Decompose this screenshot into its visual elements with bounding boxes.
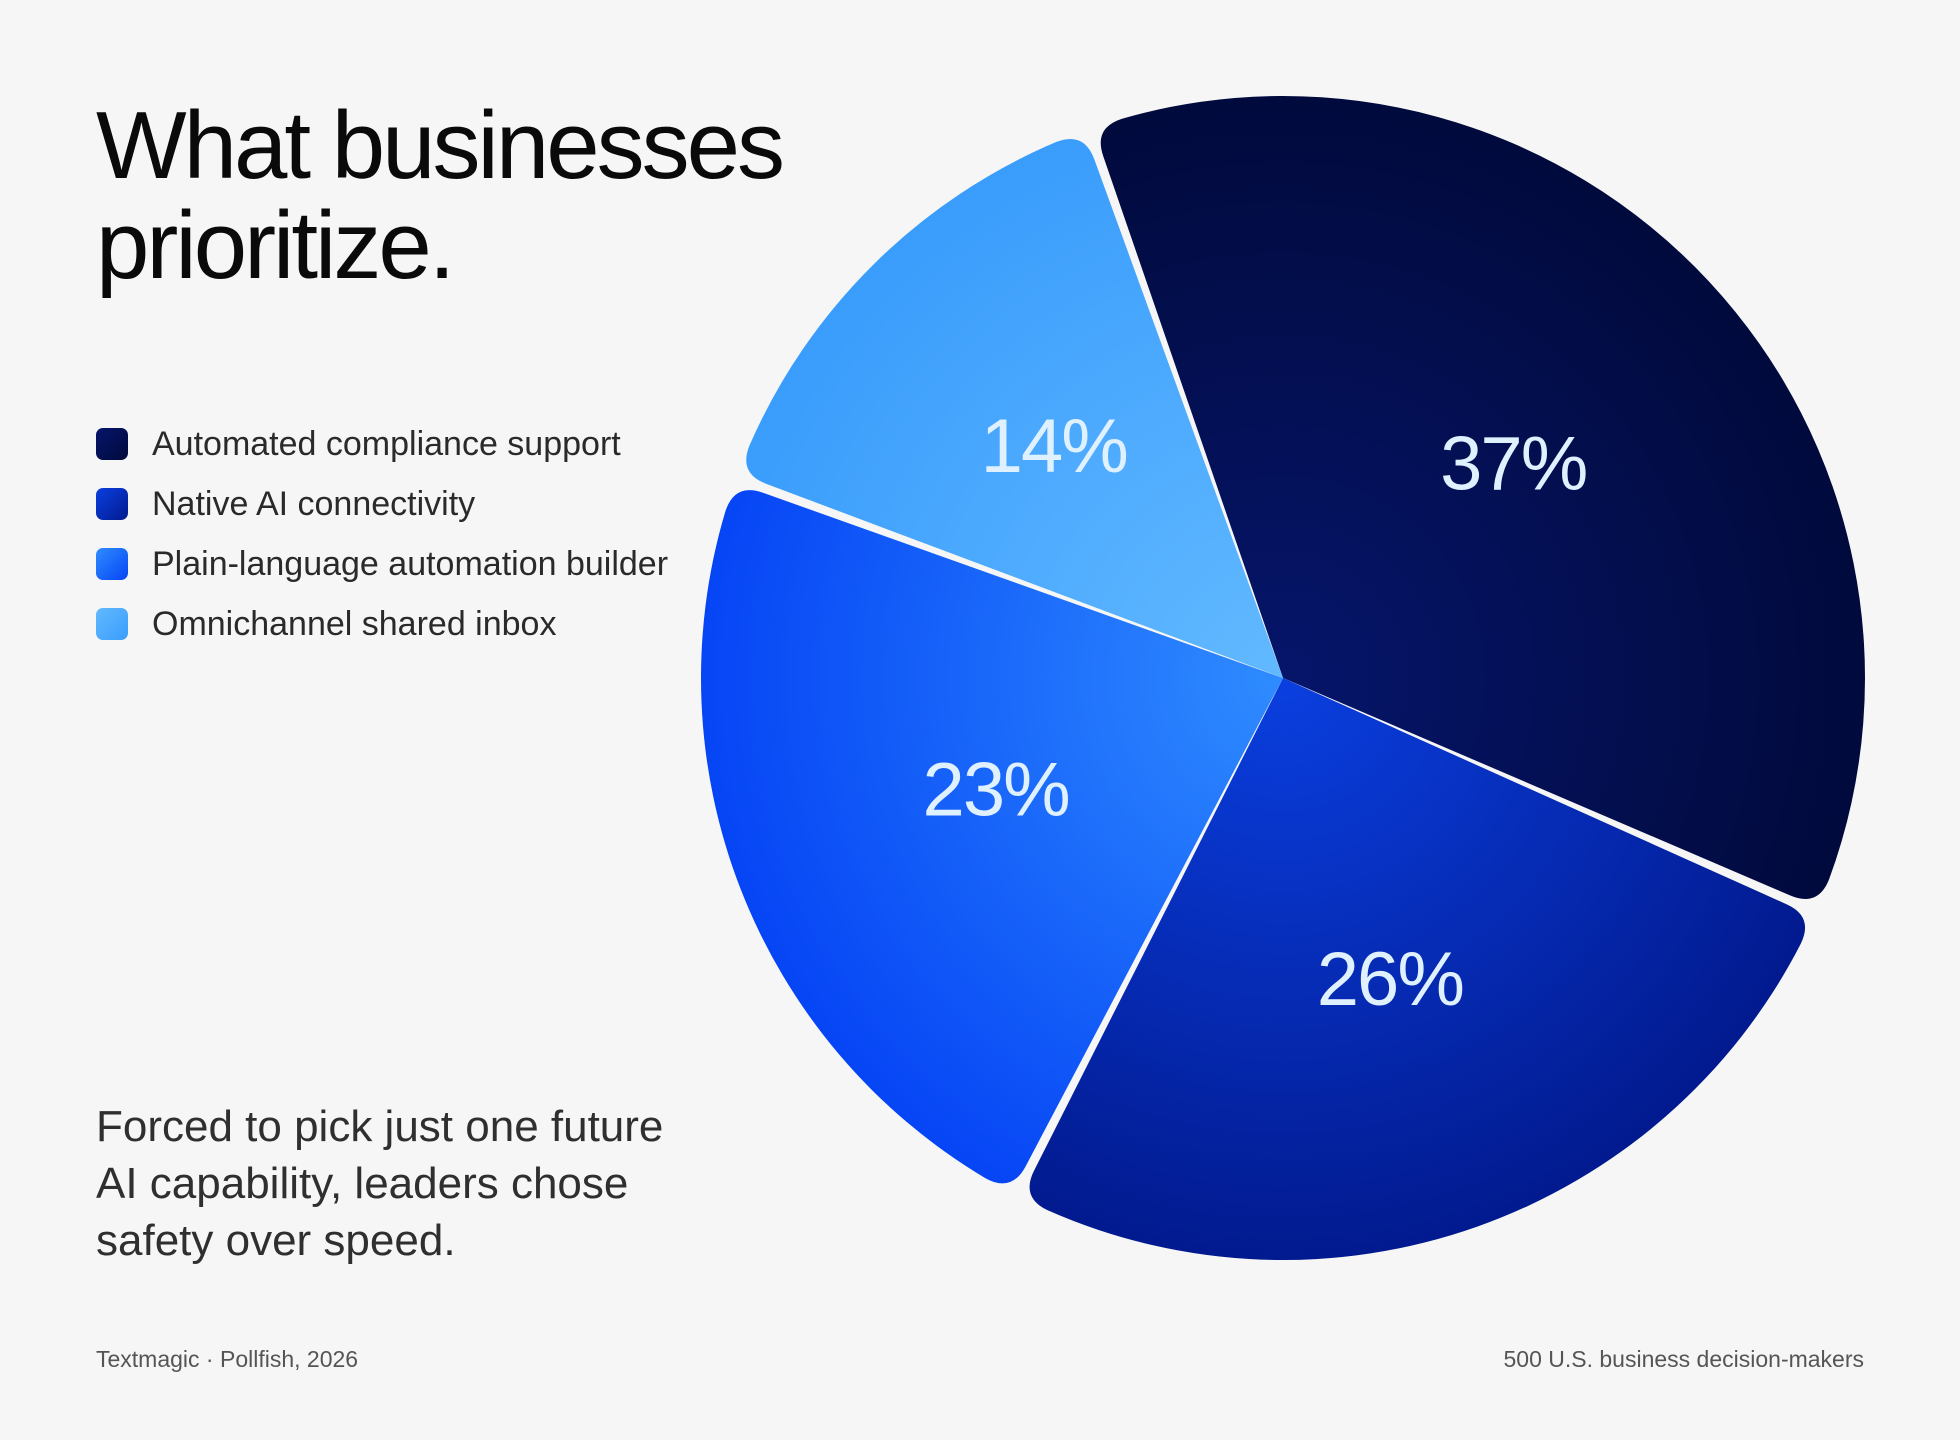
- pie-slice-plain-language-automation-builder: [700, 490, 1283, 1184]
- legend: Automated compliance support Native AI c…: [96, 414, 668, 654]
- caption: Forced to pick just one future AI capabi…: [96, 1098, 736, 1269]
- legend-item-automated-compliance-support: Automated compliance support: [96, 414, 668, 474]
- source-note: Textmagic · Pollfish, 2026: [96, 1346, 359, 1372]
- pie-slice-omnichannel-shared-inbox: [746, 138, 1283, 679]
- pie-slice-native-ai-connectivity: [1029, 678, 1806, 1260]
- pie-label-omnichannel-shared-inbox: 14%: [981, 404, 1127, 489]
- legend-item-omnichannel-shared-inbox: Omnichannel shared inbox: [96, 594, 668, 654]
- sample-note: 500 U.S. business decision-makers: [1503, 1346, 1865, 1372]
- pie-slice-automated-compliance-support: [1100, 96, 1865, 900]
- caption-line-1: Forced to pick just one future: [96, 1102, 664, 1151]
- pie-slices: [700, 96, 1865, 1260]
- legend-swatch: [96, 428, 128, 460]
- pie-labels: 37% 26% 23% 14%: [923, 404, 1589, 1022]
- legend-label: Omnichannel shared inbox: [152, 604, 557, 643]
- legend-label: Native AI connectivity: [152, 484, 476, 523]
- pie-label-automated-compliance-support: 37%: [1440, 422, 1586, 507]
- legend-swatch: [96, 548, 128, 580]
- legend-swatch: [96, 488, 128, 520]
- legend-swatch: [96, 608, 128, 640]
- chart-title: What businesses prioritize.: [96, 96, 856, 296]
- pie-label-native-ai-connectivity: 26%: [1317, 937, 1463, 1022]
- title-line-1: What businesses: [96, 92, 785, 199]
- title-line-2: prioritize.: [96, 192, 455, 299]
- legend-item-native-ai-connectivity: Native AI connectivity: [96, 474, 668, 534]
- legend-label: Plain-language automation builder: [152, 544, 669, 583]
- pie-label-plain-language-automation-builder: 23%: [923, 748, 1069, 833]
- caption-line-2: AI capability, leaders chose: [96, 1159, 629, 1208]
- legend-item-plain-language-automation-builder: Plain-language automation builder: [96, 534, 668, 594]
- caption-line-3: safety over speed.: [96, 1216, 456, 1265]
- legend-label: Automated compliance support: [152, 424, 621, 463]
